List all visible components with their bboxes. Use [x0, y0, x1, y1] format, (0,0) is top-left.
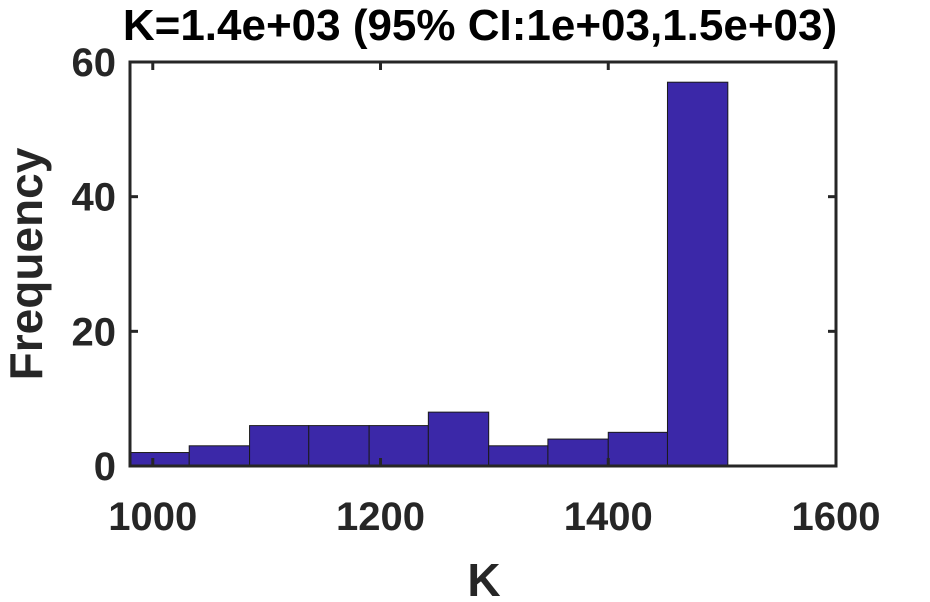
y-tick-label-40: 40 — [72, 176, 117, 220]
histogram-bar-8 — [547, 438, 609, 467]
ticks-group — [130, 60, 838, 468]
x-axis-label: K — [467, 554, 500, 602]
x-tick-label-1600: 1600 — [792, 495, 881, 539]
y-tick-label-60: 60 — [72, 41, 117, 85]
chart-title: K=1.4e+03 (95% CI:1e+03,1.5e+03) — [123, 1, 837, 50]
histogram-bar-1 — [129, 452, 190, 467]
x-tick-label-1200: 1200 — [336, 495, 425, 539]
histogram-bar-3 — [249, 425, 310, 467]
y-tick-label-20: 20 — [72, 310, 117, 354]
x-tick-label-1400: 1400 — [564, 495, 653, 539]
histogram-bar-7 — [488, 445, 549, 467]
x-tick-label-1000: 1000 — [108, 495, 197, 539]
bars-group — [129, 81, 729, 467]
y-tick-label-0: 0 — [94, 445, 116, 489]
histogram-bar-6 — [427, 411, 490, 467]
plot-frame — [128, 60, 838, 468]
histogram-bar-5 — [368, 425, 429, 467]
histogram-bar-2 — [188, 445, 251, 467]
histogram-bar-9 — [607, 431, 668, 467]
y-axis-label: Frequency — [0, 147, 52, 380]
histogram-bar-4 — [308, 425, 370, 467]
histogram-bar-10 — [666, 81, 729, 467]
tick-labels-group: 1000 1200 1400 1600 0 20 40 60 — [72, 41, 881, 539]
